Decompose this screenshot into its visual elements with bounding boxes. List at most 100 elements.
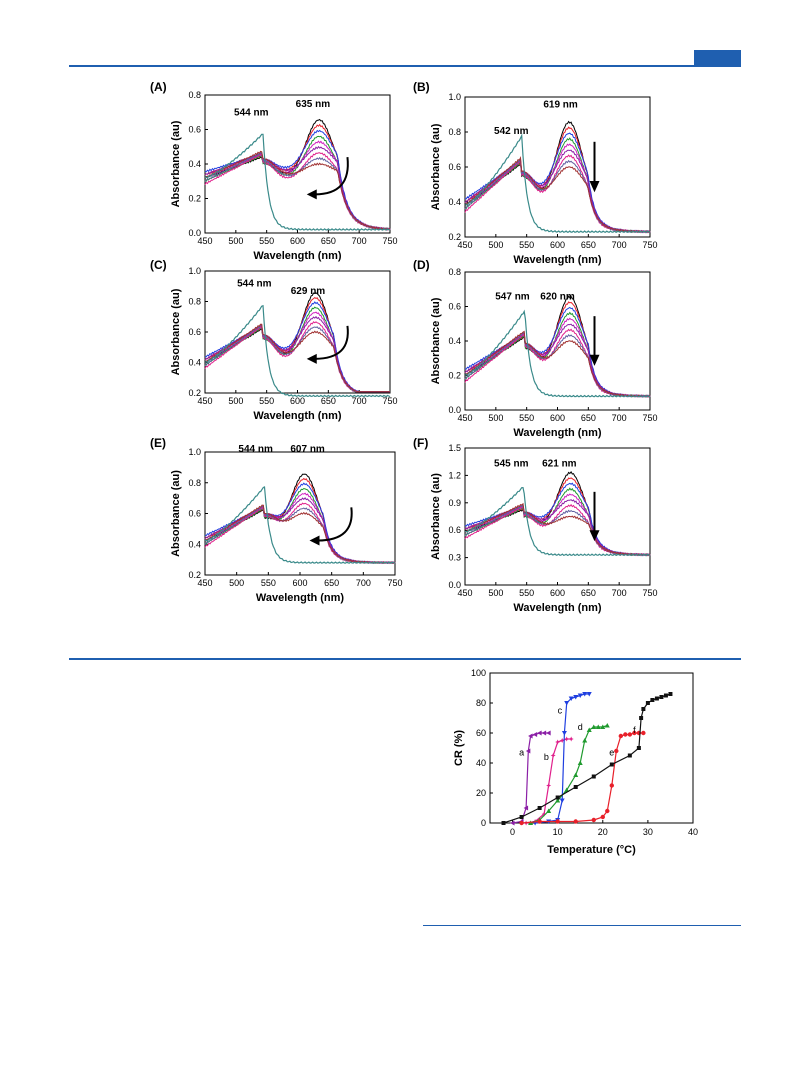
x-tick-label: 500 [229,578,244,588]
x-tick-label: 600 [290,236,305,246]
x-axis-label: Temperature (°C) [547,844,636,856]
peak-annotation: 619 nm [543,100,578,111]
panel-label-C: (C) [150,258,167,272]
decolored-trace [464,486,651,557]
y-tick-label: 0 [481,818,486,828]
x-tick-label: 550 [261,578,276,588]
x-tick-label: 0 [510,827,515,837]
cr-chart-svg: 0 10 20 30 40 0 20 40 60 80 100 Temperature (°C) CR … [453,668,698,856]
decolored-trace [204,304,391,398]
y-tick-label: 60 [476,728,486,738]
x-tick-label: 600 [550,588,565,598]
x-tick-label: 650 [321,396,336,406]
y-tick-label: 0.4 [448,197,461,207]
data-point-e [605,808,610,814]
y-tick-label: 80 [476,698,486,708]
y-axis-label: CR (%) [453,730,465,766]
data-point-f [668,692,673,696]
x-tick-label: 750 [642,588,657,598]
data-point-f [519,815,524,819]
data-point-a [532,732,538,737]
data-point-c [561,731,567,736]
data-point-b [550,753,556,758]
x-tick-label: 700 [356,578,371,588]
x-tick-label: 750 [387,578,402,588]
y-tick-label: 0.2 [448,232,461,242]
data-point-f [641,707,646,711]
data-point-f [501,821,506,825]
series-label-c: c [558,706,563,716]
data-point-f [573,785,578,789]
shift-arrow [314,325,349,360]
x-tick-label: 550 [519,413,534,423]
x-tick-label: 750 [642,240,657,250]
x-tick-label: 750 [642,413,657,423]
y-tick-label: 0.8 [188,297,201,307]
data-point-d [577,760,583,765]
y-axis-label: Absorbance (au) [170,120,182,207]
y-tick-label: 0.8 [188,90,201,100]
y-axis-label: Absorbance (au) [430,297,442,384]
data-point-c [582,692,588,697]
x-tick-label: 550 [519,240,534,250]
peak-annotation: 544 nm [237,278,272,289]
y-axis-label: Absorbance (au) [430,123,442,210]
peak-annotation: 620 nm [540,292,575,303]
x-tick-label: 600 [290,396,305,406]
x-axis-label: Wavelength (nm) [253,250,342,262]
y-tick-label: 0.4 [188,159,201,169]
x-tick-label: 450 [197,236,212,246]
data-point-b [555,739,561,745]
x-tick-label: 450 [457,413,472,423]
spectrum-trace [464,502,651,557]
y-tick-label: 0.8 [448,127,461,137]
data-point-c [573,695,579,700]
x-tick-label: 650 [581,413,596,423]
y-tick-label: 0.0 [188,228,201,238]
peak-annotation: 545 nm [494,458,529,469]
y-tick-label: 0.2 [188,570,201,580]
decrease-arrow-head [589,354,600,366]
x-tick-label: 750 [382,396,397,406]
series-label-e: e [609,748,614,758]
data-point-c [586,692,592,697]
data-point-a [546,730,551,736]
series-line-d [530,724,608,824]
data-point-c [577,693,583,698]
y-tick-label: 1.0 [448,92,461,102]
peak-annotation: 607 nm [290,444,325,455]
y-tick-label: 0.6 [188,125,201,135]
x-tick-label: 700 [612,240,627,250]
bottom-divider [423,925,741,926]
x-axis-label: Wavelength (nm) [513,427,602,439]
x-tick-label: 700 [352,396,367,406]
data-point-f [639,716,644,720]
x-tick-label: 450 [457,588,472,598]
data-point-f [627,753,632,758]
x-tick-label: 650 [581,240,596,250]
cr-temperature-chart: 0 10 20 30 40 0 20 40 60 80 100 Temperature (°C) CR … [440,665,710,865]
middle-divider [69,658,741,660]
series-label-b: b [544,752,549,762]
data-point-c [568,696,574,701]
x-tick-label: 600 [292,578,307,588]
spectrum-trace [204,145,391,231]
peak-annotation: 629 nm [291,286,326,297]
x-tick-label: 650 [324,578,339,588]
data-point-e [591,817,596,823]
y-tick-label: 1.0 [188,447,201,457]
series-line-a [512,732,549,824]
data-point-f [654,696,659,701]
y-axis-label: Absorbance (au) [170,288,182,375]
panel-label-E: (E) [150,436,166,450]
corner-marker [694,50,741,65]
spectrum-trace [464,471,651,557]
spectrum-trace [204,502,396,565]
data-point-d [546,808,552,813]
data-point-d [595,724,601,729]
data-point-e [573,819,578,824]
plot-frame [489,672,694,824]
